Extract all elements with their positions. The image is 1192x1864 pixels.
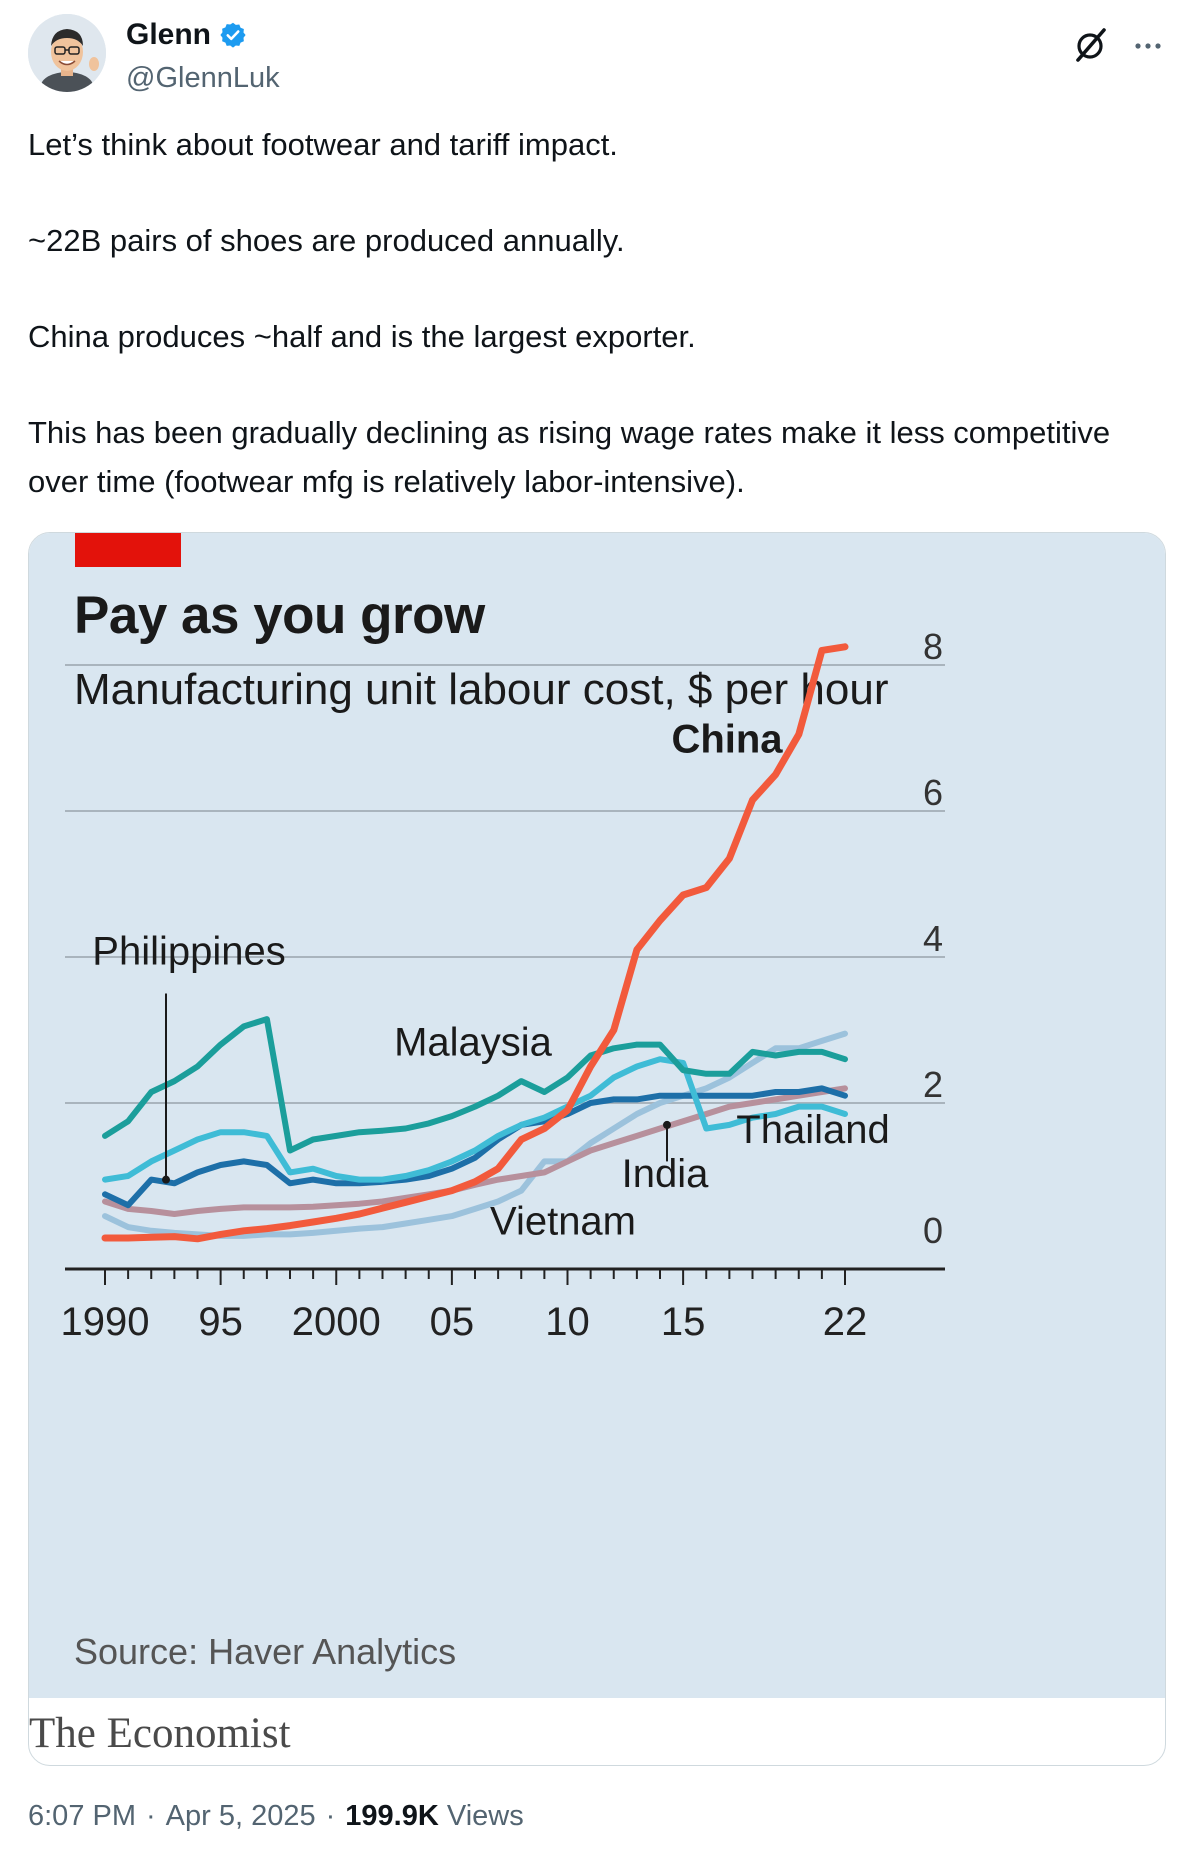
- tweet-date[interactable]: Apr 5, 2025: [165, 1800, 316, 1832]
- series-label-philippines: Philippines: [92, 929, 285, 973]
- views-count: 199.9K: [345, 1800, 439, 1832]
- leader-dot-philippines: [162, 1175, 170, 1184]
- leader-dot-india: [663, 1120, 671, 1129]
- x-tick-label: 15: [661, 1300, 706, 1344]
- y-tick-label: 0: [923, 1210, 943, 1251]
- tweet-paragraph: This has been gradually declining as ris…: [28, 415, 1111, 499]
- author-name-row: Glenn: [126, 18, 247, 52]
- series-label-thailand: Thailand: [736, 1108, 889, 1152]
- series-line-thailand: [102, 1056, 848, 1183]
- series-label-vietnam: Vietnam: [490, 1199, 636, 1243]
- series-label-india: India: [622, 1152, 709, 1196]
- chart-background: [29, 533, 1165, 1698]
- tweet-text: Let’s think about footwear and tariff im…: [28, 120, 1128, 506]
- tweet-meta: 6:07 PM · Apr 5, 2025 · 199.9K Views: [28, 1800, 524, 1833]
- economist-red-tag: [75, 533, 181, 567]
- author-handle[interactable]: @GlennLuk: [126, 62, 280, 94]
- series-label-china: China: [671, 718, 783, 762]
- x-tick-label: 2000: [292, 1300, 381, 1344]
- avatar[interactable]: [28, 14, 106, 92]
- economist-brand: The Economist: [29, 1710, 291, 1757]
- line-chart: 0 2 4 6 8 1990 95 2000 05 10 15 22 Philippines Malays…: [61, 626, 945, 1344]
- tweet-paragraph: ~22B pairs of shoes are produced annuall…: [28, 223, 625, 258]
- x-tick-label: 10: [545, 1300, 590, 1344]
- tweet-paragraph: Let’s think about footwear and tariff im…: [28, 127, 618, 162]
- series-line-malaysia: [102, 1016, 848, 1154]
- meta-separator: ·: [146, 1800, 156, 1832]
- more-icon[interactable]: [1128, 26, 1168, 66]
- media-card[interactable]: Pay as you grow Manufacturing unit labou…: [28, 532, 1166, 1766]
- views-label: Views: [446, 1800, 524, 1832]
- verified-badge-icon[interactable]: [219, 21, 247, 49]
- x-tick-label: 95: [198, 1300, 243, 1344]
- chart-title: Pay as you grow: [74, 586, 485, 645]
- author-name[interactable]: Glenn: [126, 18, 212, 51]
- tweet-time[interactable]: 6:07 PM: [28, 1800, 136, 1832]
- x-tick-label: 1990: [61, 1300, 150, 1344]
- x-tick-label: 22: [823, 1300, 868, 1344]
- y-tick-label: 4: [923, 918, 943, 959]
- chart-subtitle: Manufacturing unit labour cost, $ per ho…: [74, 665, 889, 714]
- x-tick-label: 05: [430, 1300, 475, 1344]
- meta-separator: ·: [325, 1800, 336, 1832]
- grok-icon[interactable]: [1070, 24, 1112, 66]
- series-line-china: [101, 643, 849, 1243]
- y-tick-label: 2: [923, 1064, 943, 1105]
- chart-source: Source: Haver Analytics: [74, 1631, 457, 1672]
- series-line-philippines: [102, 1085, 848, 1209]
- avatar-memoji-icon: [28, 14, 106, 92]
- series-label-malaysia: Malaysia: [394, 1021, 553, 1065]
- tweet-paragraph: China produces ~half and is the largest …: [28, 319, 696, 354]
- y-tick-label: 8: [923, 626, 943, 667]
- y-tick-label: 6: [923, 772, 943, 813]
- tweet-header: Glenn @GlennLuk: [28, 12, 1168, 98]
